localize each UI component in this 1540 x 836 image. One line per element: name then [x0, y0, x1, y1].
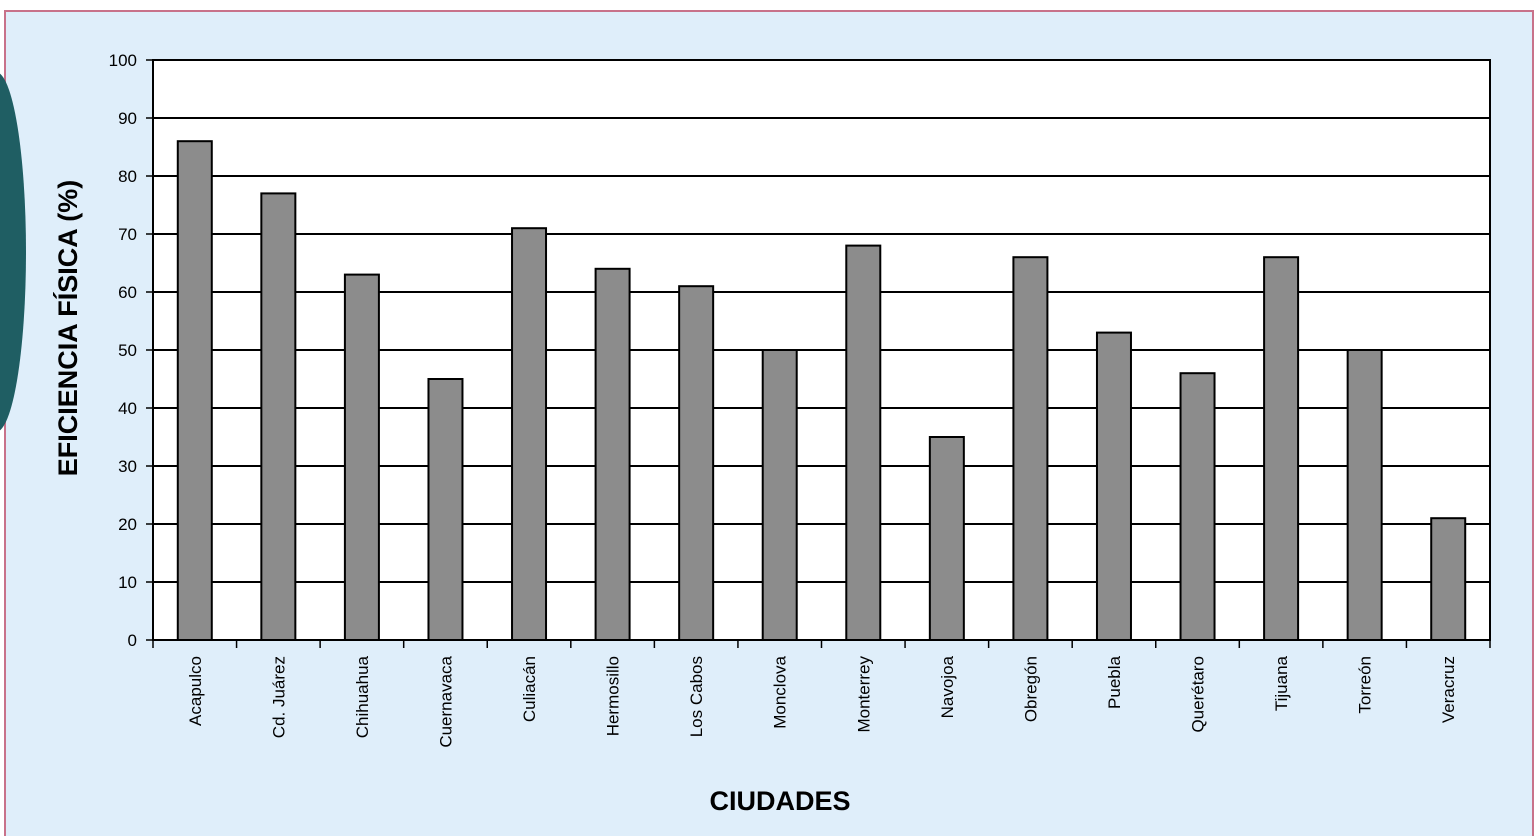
x-tick-label: Monclova	[771, 655, 790, 728]
x-tick-label: Torreón	[1356, 656, 1375, 714]
x-tick-label: Culiacán	[520, 656, 539, 722]
bar	[761, 349, 798, 641]
y-axis: 0 10 20 30 40 50 60 70 80 90 100	[109, 51, 154, 650]
y-tick-label: 80	[118, 167, 137, 186]
x-tick-label: Monterrey	[854, 656, 873, 733]
x-axis: Acapulco Cd. Juárez Chihuahua Cuernavaca Cul…	[152, 639, 1491, 748]
bar	[427, 378, 464, 641]
bar	[928, 436, 965, 641]
x-tick-label: Navojoa	[938, 655, 957, 718]
bar	[1179, 372, 1216, 641]
x-tick-label: Cuernavaca	[436, 655, 455, 747]
y-tick-label: 50	[118, 341, 137, 360]
x-axis-title: CIUDADES	[709, 786, 850, 816]
y-tick-label: 60	[118, 283, 137, 302]
bar	[343, 273, 380, 641]
bar	[1263, 256, 1300, 641]
bar	[176, 140, 213, 641]
bar	[511, 227, 548, 641]
bar	[1430, 517, 1467, 642]
bar	[1012, 256, 1049, 641]
bar	[1346, 349, 1383, 641]
y-tick-label: 10	[118, 573, 137, 592]
y-tick-label: 40	[118, 399, 137, 418]
y-tick-label: 0	[128, 631, 137, 650]
y-tick-label: 30	[118, 457, 137, 476]
x-tick-label: Cd. Juárez	[269, 656, 288, 738]
x-tick-label: Hermosillo	[604, 656, 623, 736]
bar	[594, 267, 631, 641]
x-tick-label: Veracruz	[1439, 656, 1458, 723]
bar	[845, 244, 882, 641]
x-tick-label: Chihuahua	[353, 655, 372, 738]
y-tick-label: 100	[109, 51, 137, 70]
x-tick-label: Puebla	[1105, 655, 1124, 708]
bars	[176, 140, 1467, 642]
y-tick-label: 20	[118, 515, 137, 534]
y-tick-label: 70	[118, 225, 137, 244]
bar	[260, 192, 297, 641]
x-tick-label: Obregón	[1021, 656, 1040, 722]
bar	[678, 285, 715, 641]
bar	[1095, 331, 1132, 641]
y-axis-title: EFICIENCIA FÍSICA (%)	[52, 180, 83, 477]
x-tick-label: Los Cabos	[687, 656, 706, 737]
x-tick-label: Acapulco	[186, 656, 205, 726]
x-tick-label: Querétaro	[1189, 656, 1208, 733]
x-tick-label: Tijuana	[1272, 655, 1291, 711]
y-tick-label: 90	[118, 109, 137, 128]
